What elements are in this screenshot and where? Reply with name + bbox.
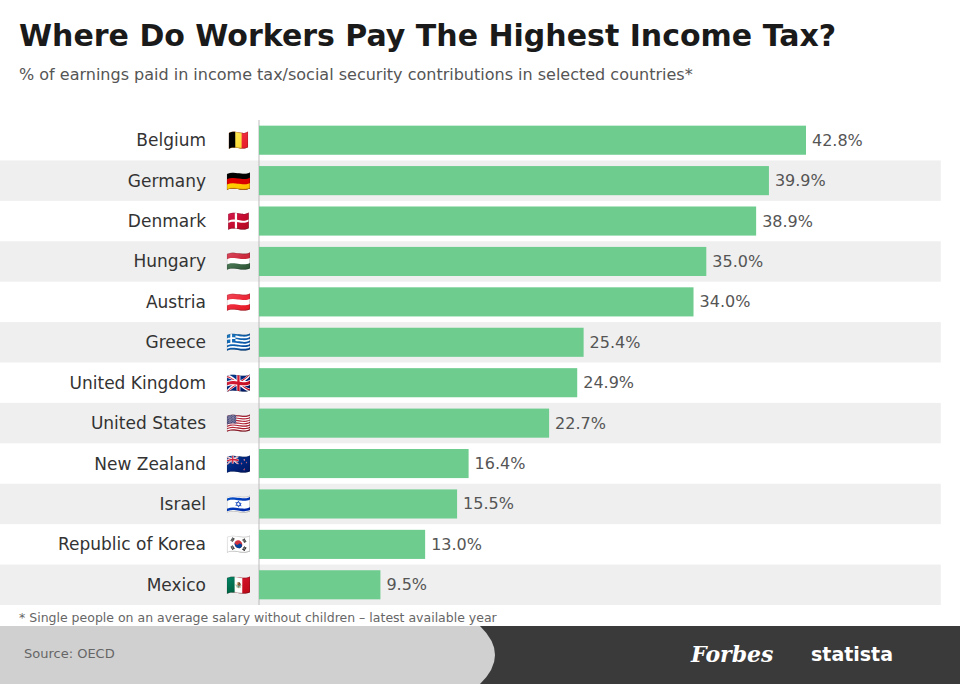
flag: 🇬🇷 [226,330,251,354]
source: Source: OECD [24,646,115,661]
category-label: Israel [160,494,206,514]
background [0,0,960,684]
brand-statista: statista [811,643,893,665]
footer: Source: OECD Forbes statista [0,626,960,684]
bar [259,126,806,155]
value-label: 34.0% [700,292,751,311]
bars [259,126,806,600]
brand-forbes: Forbes [690,641,773,667]
row-band [0,160,941,200]
bar [259,489,457,518]
value-label: 13.0% [431,535,482,554]
value-label: 35.0% [712,252,763,271]
labels: Belgium 🇧🇪 42.8% Germany 🇩🇪 39.9% Denmark 🇩🇰 38.… [58,128,863,597]
value-label: 9.5% [386,575,427,594]
footer-curve [480,626,495,684]
category-label: United States [91,413,206,433]
bar [259,287,694,316]
category-label: Austria [146,292,206,312]
category-label: Mexico [147,575,206,595]
value-label: 15.5% [463,494,514,513]
category-label: United Kingdom [70,373,206,393]
footer-bg [0,626,960,684]
flag: 🇮🇱 [226,492,251,516]
footnote: * Single people on an average salary wit… [19,610,498,625]
value-label: 24.9% [583,373,634,392]
value-label: 42.8% [812,131,863,150]
bar [259,409,549,438]
chart: Where Do Workers Pay The Highest Income … [0,0,960,684]
row-bands [0,160,941,605]
category-label: New Zealand [94,454,206,474]
value-label: 38.9% [762,212,813,231]
flag: 🇳🇿 [226,452,251,476]
title: Where Do Workers Pay The Highest Income … [19,18,836,53]
category-label: Germany [128,171,206,191]
footer-left-bg [0,626,480,684]
row-band [0,241,941,281]
bar [259,570,380,599]
flag: 🇩🇰 [226,209,251,233]
category-label: Denmark [128,211,206,231]
flag: 🇧🇪 [226,128,251,152]
flag: 🇭🇺 [226,249,251,273]
category-label: Republic of Korea [58,534,206,554]
flag: 🇰🇷 [226,532,251,556]
value-label: 39.9% [775,171,826,190]
row-band [0,484,941,524]
row-band [0,565,941,605]
bar [259,530,425,559]
flag: 🇲🇽 [226,573,251,597]
bar [259,449,469,478]
category-label: Greece [145,332,206,352]
bar [259,206,756,235]
flag: 🇺🇸 [226,411,251,435]
category-label: Belgium [136,130,206,150]
value-label: 16.4% [475,454,526,473]
value-label: 25.4% [590,333,641,352]
subtitle: % of earnings paid in income tax/social … [19,65,693,84]
bar [259,328,584,357]
flag: 🇦🇹 [226,290,251,314]
flag: 🇬🇧 [226,371,251,395]
value-label: 22.7% [555,414,606,433]
bar [259,247,706,276]
row-band [0,322,941,362]
flag: 🇩🇪 [226,169,251,193]
row-band [0,403,941,443]
bar [259,166,769,195]
category-label: Hungary [133,251,206,271]
bar [259,368,577,397]
